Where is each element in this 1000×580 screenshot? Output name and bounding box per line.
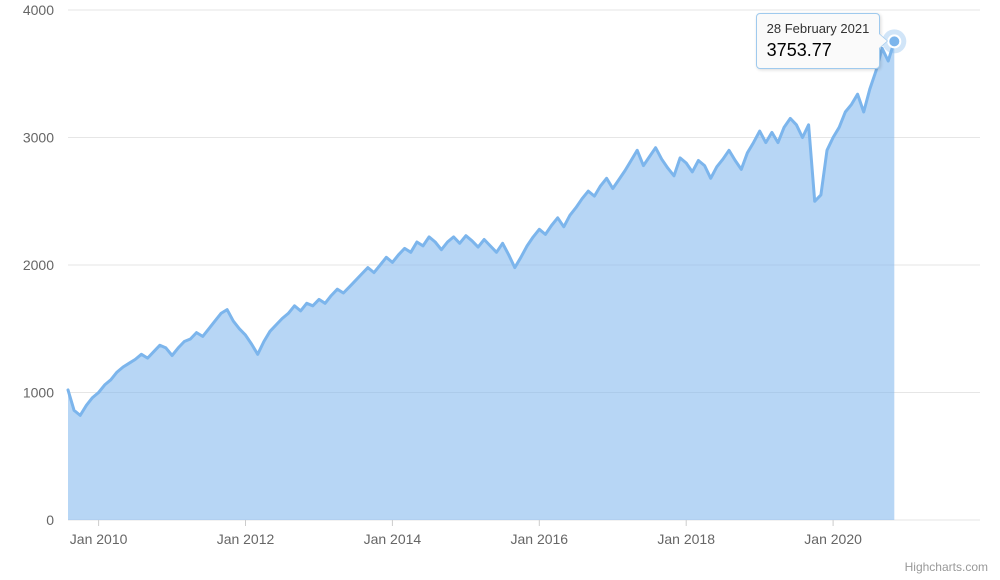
x-axis-label: Jan 2016: [510, 531, 568, 547]
area-chart: 0 1000 2000 3000 4000 Jan 2010 Jan 2012 Jan 201…: [0, 0, 1000, 580]
x-axis-label: Jan 2010: [70, 531, 128, 547]
chart-svg: 0 1000 2000 3000 4000 Jan 2010 Jan 2012 Jan 201…: [0, 0, 1000, 580]
y-axis-label: 2000: [23, 257, 54, 273]
tooltip-value: 3753.77: [767, 38, 870, 62]
x-axis-label: Jan 2014: [364, 531, 422, 547]
y-axis-label: 1000: [23, 385, 54, 401]
x-axis-label: Jan 2020: [804, 531, 862, 547]
y-axis-label: 3000: [23, 130, 54, 146]
y-axis-label: 0: [46, 512, 54, 528]
x-axis-label: Jan 2018: [657, 531, 715, 547]
tooltip-date: 28 February 2021: [767, 20, 870, 38]
highlight-marker: [888, 35, 900, 47]
chart-tooltip: 28 February 2021 3753.77: [756, 13, 881, 69]
chart-credits-link[interactable]: Highcharts.com: [905, 560, 988, 574]
y-axis-label: 4000: [23, 2, 54, 18]
x-axis-label: Jan 2012: [217, 531, 275, 547]
